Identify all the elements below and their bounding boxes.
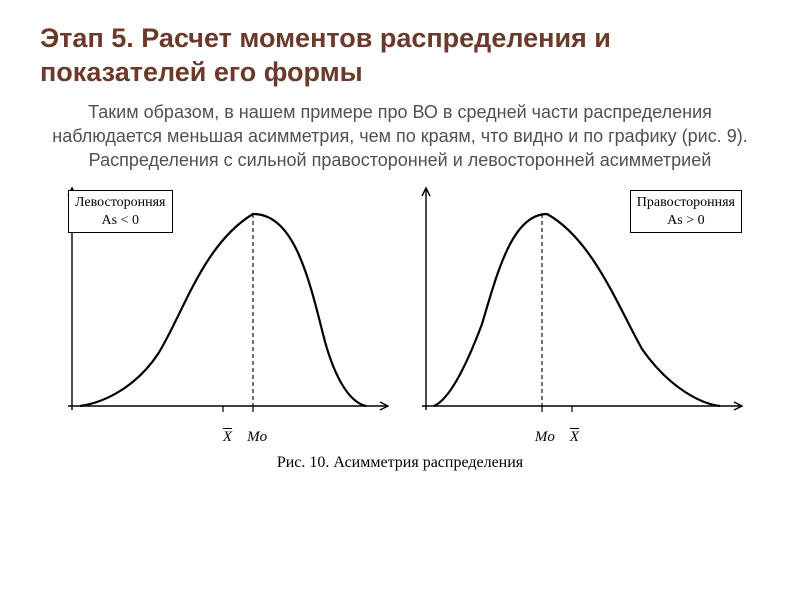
left-axis-labels: X Mo — [48, 429, 398, 446]
slide-title: Этап 5. Расчет моментов распределения и … — [40, 22, 760, 90]
right-legend-title: Правосторонняя — [637, 194, 735, 212]
left-chart: Левосторонняя As < 0 — [48, 184, 398, 429]
right-chart-legend: Правосторонняя As > 0 — [630, 190, 742, 233]
left-legend-cond: As < 0 — [75, 212, 166, 230]
slide: Этап 5. Расчет моментов распределения и … — [0, 0, 800, 600]
left-curve — [80, 214, 366, 406]
right-xbar-label: X — [570, 429, 579, 445]
left-mo-label: Mo — [247, 429, 267, 445]
axis-labels-row: X Mo Mo X — [40, 429, 760, 446]
figure-caption: Рис. 10. Асимметрия распределения — [40, 454, 760, 472]
right-legend-cond: As > 0 — [637, 212, 735, 230]
right-curve — [434, 214, 720, 406]
left-chart-legend: Левосторонняя As < 0 — [68, 190, 173, 233]
left-xbar-label: X — [223, 429, 232, 445]
left-legend-title: Левосторонняя — [75, 194, 166, 212]
right-chart: Правосторонняя As > 0 — [402, 184, 752, 429]
charts-row: Левосторонняя As < 0 — [40, 184, 760, 429]
slide-body-text: Таким образом, в нашем примере про ВО в … — [40, 100, 760, 173]
right-mo-label: Mo — [535, 429, 555, 445]
right-axis-labels: Mo X — [402, 429, 752, 446]
